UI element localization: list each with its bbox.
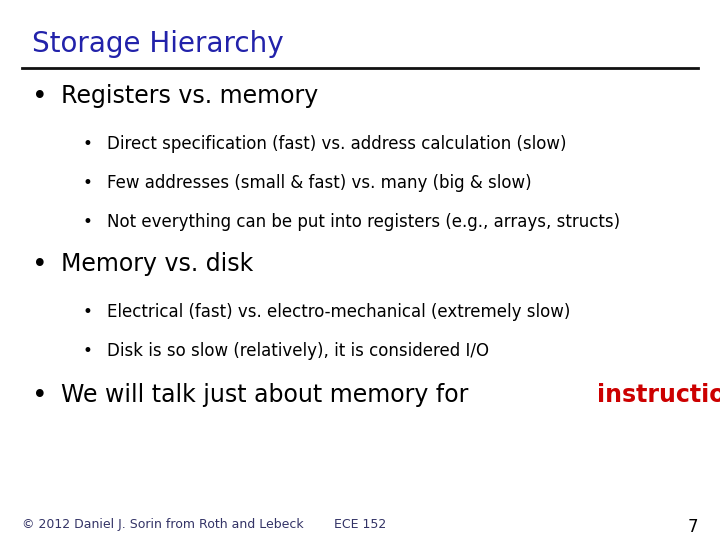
Text: •: • — [83, 135, 93, 153]
Text: We will talk just about memory for: We will talk just about memory for — [61, 383, 476, 407]
Text: •: • — [83, 342, 93, 360]
Text: © 2012 Daniel J. Sorin from Roth and Lebeck: © 2012 Daniel J. Sorin from Roth and Leb… — [22, 518, 303, 531]
Text: Disk is so slow (relatively), it is considered I/O: Disk is so slow (relatively), it is cons… — [107, 342, 489, 360]
Text: Registers vs. memory: Registers vs. memory — [61, 84, 318, 107]
Text: Storage Hierarchy: Storage Hierarchy — [32, 30, 284, 58]
Text: Few addresses (small & fast) vs. many (big & slow): Few addresses (small & fast) vs. many (b… — [107, 174, 531, 192]
Text: •: • — [83, 213, 93, 231]
Text: ECE 152: ECE 152 — [334, 518, 386, 531]
Text: •: • — [83, 174, 93, 192]
Text: Not everything can be put into registers (e.g., arrays, structs): Not everything can be put into registers… — [107, 213, 620, 231]
Text: •: • — [32, 84, 48, 110]
Text: •: • — [83, 303, 93, 321]
Text: 7: 7 — [688, 518, 698, 536]
Text: •: • — [32, 252, 48, 278]
Text: instructions: instructions — [597, 383, 720, 407]
Text: Direct specification (fast) vs. address calculation (slow): Direct specification (fast) vs. address … — [107, 135, 566, 153]
Text: Memory vs. disk: Memory vs. disk — [61, 252, 253, 275]
Text: Electrical (fast) vs. electro-mechanical (extremely slow): Electrical (fast) vs. electro-mechanical… — [107, 303, 570, 321]
Text: •: • — [32, 383, 48, 409]
